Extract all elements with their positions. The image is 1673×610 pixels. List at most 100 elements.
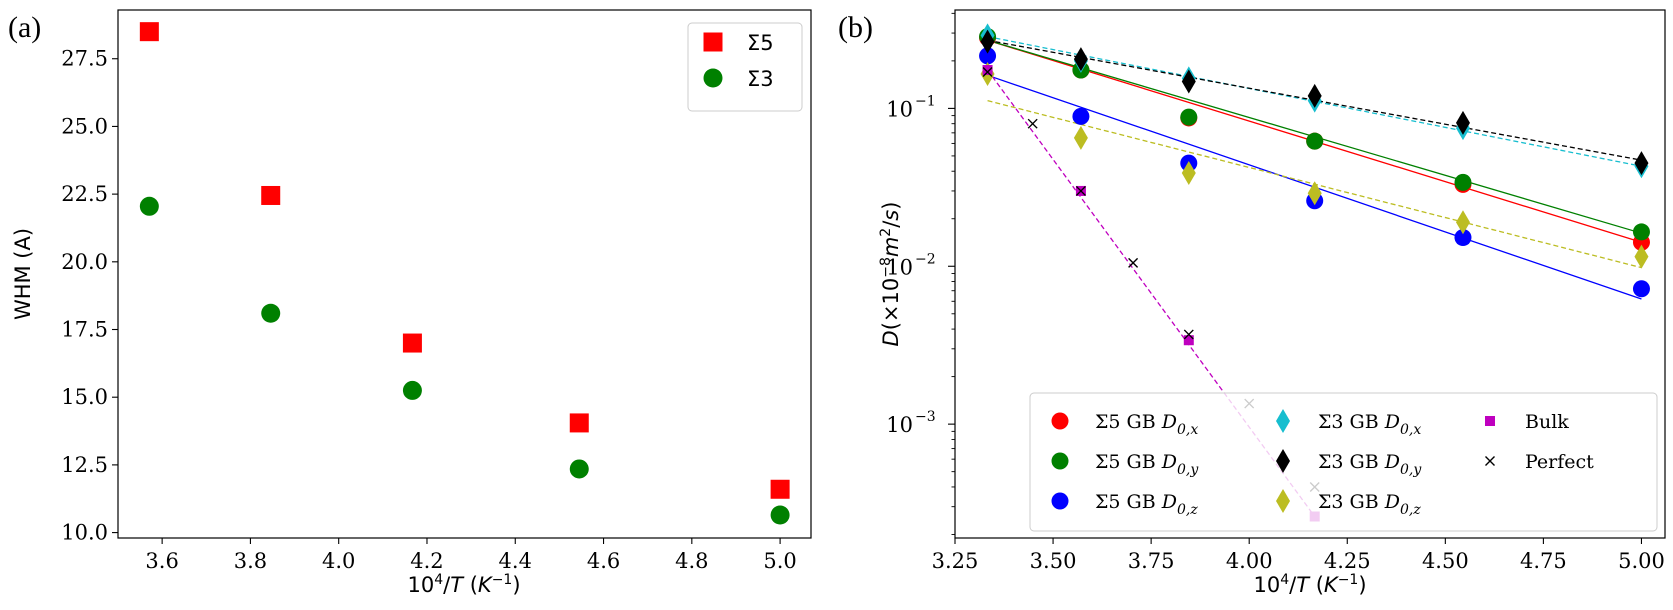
panel-b-legend-marker-sigma3-gb-d0-z [1276, 489, 1290, 513]
panel-b-legend-label-sigma5-gb-d0-x: Σ5 GB D0,x [1095, 411, 1198, 438]
panel-b-fit-line-bulk [987, 69, 1316, 517]
panel-b-point-sigma5-gb-d0-y [1632, 223, 1650, 241]
panel-b-x-tick-label: 3.25 [932, 549, 979, 573]
panel-b-point-sigma3-gb-d0-z [1455, 210, 1470, 235]
panel-b-x-tick-label: 5.00 [1618, 549, 1665, 573]
panel-b-point-sigma3-gb-d0-y [1634, 151, 1649, 176]
panel-a-x-tick-label: 4.8 [675, 549, 708, 573]
panel-b-point-sigma5-gb-d0-y [1180, 108, 1198, 126]
panel-b-legend-marker-sigma5-gb-d0-x [1051, 412, 1069, 430]
panel-a-y-tick-label: 25.0 [61, 114, 108, 138]
panel-a-x-tick-label: 3.6 [145, 549, 178, 573]
panel-a-point-sigma3 [770, 505, 790, 525]
panel-b-point-perfect [1128, 257, 1139, 268]
panel-b-point-sigma5-gb-d0-z [1454, 229, 1472, 247]
panel-a-y-tick-label: 10.0 [61, 521, 108, 545]
panel-b-legend-marker-sigma5-gb-d0-y [1051, 452, 1069, 470]
panel-b-legend-frame [1029, 392, 1658, 532]
panel-b-plot-area [954, 9, 1666, 539]
panel-a-y-tick-label: 20.0 [61, 250, 108, 274]
panel-a-x-tick-label: 4.2 [410, 549, 443, 573]
panel-a-point-sigma3 [139, 196, 159, 216]
panel-a-point-sigma3 [402, 380, 422, 400]
panel-b-point-sigma5-gb-d0-y [1306, 132, 1324, 150]
panel-b-fit-line-sigma3-gb-d0-x [987, 35, 1642, 167]
panel-a-plot-area [117, 9, 812, 539]
panel-b-point-perfect [1075, 185, 1086, 196]
panel-a-point-sigma5 [569, 413, 589, 433]
panel-b-marks [979, 23, 1650, 522]
panel-a-x-tick-label: 4.4 [499, 549, 532, 573]
panel-a-y-tick-label: 22.5 [61, 182, 108, 206]
panel-b-x-tick-label: 4.25 [1324, 549, 1371, 573]
panel-b-point-sigma3-gb-d0-z [1073, 125, 1088, 150]
panel-b-legend-label-bulk: Bulk [1525, 411, 1569, 433]
panel-a-y-tick-label: 17.5 [61, 318, 108, 342]
panel-a-x-tick-label: 4.0 [322, 549, 355, 573]
panel-b-x-axis-label: 104/T (K−1) [1253, 572, 1366, 597]
panel-b-label: (b) [838, 11, 873, 44]
panel-b-legend-marker-bulk [1485, 416, 1495, 426]
panel-a-y-tick-label: 12.5 [61, 453, 108, 477]
panel-b-point-sigma5-gb-d0-z [1072, 107, 1090, 125]
panel-b-y-tick-label: 10 [886, 255, 913, 279]
panel-b-point-perfect [982, 67, 993, 78]
panel-a-point-sigma5 [261, 185, 281, 205]
panel-a-legend-label-sigma3: Σ3 [747, 67, 774, 91]
panel-a: (a) 3.6 3.8 4.0 4.2 4.4 4.6 4.8 5.0 10.0 12.5 15.0… [8, 9, 812, 597]
panel-b-point-bulk [1183, 335, 1194, 346]
panel-b-point-sigma3-gb-d0-y [980, 29, 995, 54]
panel-b-legend: Σ5 GB D0,x Σ5 GB D0,y Σ5 GB D0,z Σ3 GB D0,x… [1029, 392, 1658, 532]
panel-b-x-tick-label: 4.50 [1422, 549, 1469, 573]
panel-b-legend-label-sigma5-gb-d0-z: Σ5 GB D0,z [1095, 491, 1198, 518]
panel-b-point-sigma3-gb-d0-z [1307, 181, 1322, 206]
panel-b-point-sigma3-gb-d0-z [1181, 160, 1196, 185]
panel-a-x-tick-label: 3.8 [234, 549, 267, 573]
panel-b-legend-label-sigma3-gb-d0-x: Σ3 GB D0,x [1318, 411, 1421, 438]
panel-b-legend-label-sigma5-gb-d0-y: Σ5 GB D0,y [1095, 451, 1199, 478]
panel-a-point-sigma3 [261, 303, 281, 323]
panel-b-point-sigma3-gb-d0-y [1307, 83, 1322, 108]
panel-b-legend-marker-perfect [1485, 456, 1495, 466]
panel-a-label: (a) [8, 11, 41, 44]
panel-b-x-tick-label: 3.50 [1030, 549, 1077, 573]
panel-b-point-perfect [1183, 329, 1194, 340]
panel-b-y-tick-label: 10 [886, 413, 913, 437]
panel-b-legend-marker-sigma3-gb-d0-y [1276, 449, 1290, 473]
panel-a-x-tick-label: 5.0 [763, 549, 796, 573]
panel-a-x-tick-label: 4.6 [587, 549, 620, 573]
panel-a-legend-label-sigma5: Σ5 [747, 31, 774, 55]
panel-b-x-tick-label: 4.00 [1226, 549, 1273, 573]
panel-b-x-tick-label: 3.75 [1128, 549, 1175, 573]
panel-a-point-sigma5 [139, 22, 159, 42]
panel-b-y-tick-exponent: −2 [915, 251, 936, 267]
panel-b-y-tick-label: 10 [886, 97, 913, 121]
panel-b-point-sigma3-gb-d0-y [1073, 47, 1088, 72]
panel-b-legend-marker-sigma3-gb-d0-x [1276, 409, 1290, 433]
panel-a-legend-marker-sigma5 [703, 32, 723, 52]
panel-b-point-sigma5-gb-d0-z [1632, 280, 1650, 298]
panel-b-point-sigma5-gb-d0-y [1454, 173, 1472, 191]
panel-b-point-sigma5-gb-d0-z [979, 47, 997, 65]
panel-b-ticks: 3.25 3.50 3.75 4.00 4.25 4.50 4.75 5.0010−310−2… [886, 12, 1665, 573]
panel-a-legend-marker-sigma3 [703, 68, 723, 88]
panel-b-point-perfect [1027, 118, 1038, 129]
panel-b-legend-label-perfect: Perfect [1525, 451, 1594, 473]
panel-a-point-sigma5 [402, 333, 422, 353]
panel-a-ticks: 3.6 3.8 4.0 4.2 4.4 4.6 4.8 5.0 10.0 12.5 15.0 17.5… [61, 47, 797, 573]
panel-b-point-bulk [982, 65, 993, 76]
panel-b-x-tick-label: 4.75 [1520, 549, 1567, 573]
panel-b-legend-marker-sigma5-gb-d0-z [1051, 492, 1069, 510]
panel-b-y-tick-exponent: −3 [915, 409, 936, 425]
panel-a-y-axis-label: WHM (A) [11, 228, 35, 320]
panel-a-y-tick-label: 27.5 [61, 47, 108, 71]
panel-a-y-tick-label: 15.0 [61, 385, 108, 409]
panel-b-legend-label-sigma3-gb-d0-z: Σ3 GB D0,z [1318, 491, 1421, 518]
panel-a-point-sigma5 [770, 479, 790, 499]
panel-b-y-tick-exponent: −1 [915, 93, 936, 109]
panel-b-point-sigma3-gb-d0-y [1181, 69, 1196, 94]
panel-b-legend-label-sigma3-gb-d0-y: Σ3 GB D0,y [1318, 451, 1422, 478]
panel-b-point-sigma3-gb-d0-z [1634, 244, 1649, 269]
